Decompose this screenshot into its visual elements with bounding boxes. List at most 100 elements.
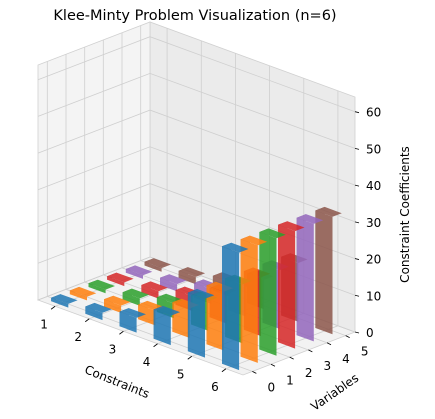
bar-c2-v1 — [104, 295, 131, 313]
bar-c3-v0 — [119, 308, 146, 333]
y-tick — [345, 335, 350, 338]
bar-top-face — [125, 265, 153, 276]
y-tick — [270, 363, 276, 367]
bar-front-face — [315, 210, 333, 335]
bar-top-face — [85, 302, 112, 313]
grid-line-z — [37, 146, 356, 223]
bar-front-face — [153, 309, 171, 346]
x-tick — [50, 305, 56, 310]
bar-front-face — [51, 297, 69, 308]
z-tick — [354, 294, 360, 297]
x-tick-label: 2 — [74, 330, 82, 344]
bar-front-face — [206, 285, 224, 351]
z-tick-label: 20 — [366, 253, 381, 267]
bar-front-face — [125, 269, 143, 279]
y-tick-label: 1 — [286, 373, 294, 387]
bar-c1-v4 — [125, 265, 153, 279]
z-tick — [354, 148, 360, 150]
bar-c1-v3 — [107, 272, 134, 287]
bar-front-face — [172, 302, 190, 338]
bar-top-face — [278, 221, 305, 232]
bar-top-face — [104, 295, 131, 306]
bar-c2-v4 — [160, 274, 187, 292]
y-tick — [308, 349, 313, 353]
x-axis-label: Constraints — [83, 362, 152, 401]
grid-line-z — [37, 109, 356, 186]
z-tick-label: 30 — [366, 216, 381, 230]
bar-top-face — [178, 267, 206, 277]
z-tick — [354, 258, 360, 260]
bar-top-face — [160, 274, 187, 285]
z-tick-label: 60 — [366, 106, 381, 120]
bar-front-face — [178, 270, 196, 285]
bar-c1-v2 — [88, 279, 115, 294]
bar-front-face — [104, 299, 122, 313]
bar-c2-v2 — [122, 288, 150, 306]
bar-top-face — [315, 206, 342, 217]
bar-c6-v0 — [222, 242, 249, 371]
y-tick-label: 0 — [268, 380, 276, 394]
bar-c4-v0 — [153, 305, 181, 346]
bar-front-face — [122, 292, 140, 306]
bar-c6-v1 — [240, 235, 268, 363]
bar-front-face — [107, 276, 125, 287]
y-tick — [289, 356, 294, 360]
x-tick — [153, 343, 158, 348]
bar-front-face — [259, 232, 277, 356]
x-tick — [187, 355, 192, 360]
bar-c6-v2 — [259, 228, 286, 356]
bar-top-face — [51, 294, 78, 304]
bar-front-face — [160, 277, 178, 292]
bar-top-face — [141, 281, 168, 292]
x-tick-label: 4 — [143, 355, 151, 369]
z-tick — [354, 111, 360, 114]
z-tick-label: 50 — [366, 142, 381, 156]
x-tick — [85, 318, 90, 323]
bar-top-face — [122, 288, 150, 299]
z-axis-label: Constraint Coefficients — [398, 146, 412, 283]
z-tick — [354, 331, 360, 334]
grid-line-z — [37, 72, 356, 149]
bar-c6-v4 — [296, 214, 324, 342]
bar-front-face — [85, 306, 103, 321]
bar-front-face — [187, 292, 205, 358]
bar-c2-v5 — [178, 267, 206, 285]
bar-front-face — [240, 239, 258, 363]
bar-top-face — [240, 235, 268, 246]
bar-front-face — [119, 311, 137, 333]
chart-title: Klee-Minty Problem Visualization (n=6) — [53, 8, 337, 24]
bar-c1-v0 — [51, 294, 78, 308]
x-tick-label: 3 — [109, 342, 117, 356]
bar-top-face — [144, 258, 171, 269]
bar-front-face — [138, 304, 156, 326]
z-tick-label: 0 — [366, 326, 374, 340]
y-tick — [326, 342, 332, 346]
z-tick — [354, 184, 360, 187]
left-pane — [37, 21, 151, 301]
y-tick-label: 5 — [361, 345, 369, 359]
bar-top-face — [259, 228, 286, 239]
x-tick-label: 6 — [211, 380, 219, 394]
x-tick — [221, 368, 227, 373]
bar-top-face — [107, 272, 134, 283]
bar-front-face — [141, 285, 159, 299]
y-tick-label: 4 — [342, 352, 350, 366]
y-tick-label: 2 — [305, 366, 313, 380]
bar-top-face — [296, 214, 324, 224]
y-tick — [252, 371, 257, 374]
bar-c5-v0 — [187, 289, 215, 358]
x-tick-label: 1 — [40, 317, 48, 331]
bar-c2-v0 — [85, 302, 112, 321]
y-tick-label: 3 — [324, 359, 332, 373]
x-tick — [119, 330, 124, 335]
x-tick-label: 5 — [177, 367, 185, 381]
bar-front-face — [222, 246, 240, 371]
grid-line-z — [37, 36, 356, 113]
bar-top-face — [187, 289, 215, 299]
bar-front-face — [144, 261, 162, 272]
bar-c6-v3 — [278, 221, 305, 349]
y-axis-label: Variables — [308, 371, 361, 414]
bar-top-face — [88, 279, 115, 290]
bar-front-face — [278, 224, 296, 349]
